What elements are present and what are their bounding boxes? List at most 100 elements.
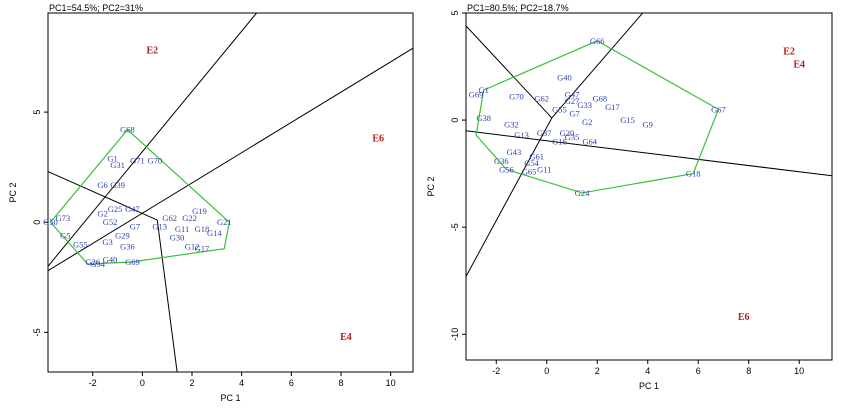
x-tick-label: 2	[595, 366, 600, 376]
genotype-label: G40	[557, 72, 572, 82]
x-tick-label: -2	[492, 366, 500, 376]
hull-polygon	[49, 128, 230, 265]
genotype-label: G9	[643, 119, 653, 129]
genotype-label: G15	[620, 115, 635, 125]
genotype-label: G16	[552, 137, 567, 147]
genotype-label: G36	[494, 156, 509, 166]
environment-label: E4	[793, 59, 805, 70]
environment-label: E6	[738, 312, 750, 323]
genotype-label: G18	[195, 224, 210, 234]
environment-label: E2	[146, 45, 158, 56]
genotype-label: G38	[476, 113, 491, 123]
genotype-label: G56	[499, 164, 514, 174]
genotype-label: G52	[103, 217, 118, 227]
biplot-right: PC1=80.5%; PC2=18.7% PC 1 PC 2 -2 0 2 4 6 8 10…	[426, 3, 833, 391]
y-tick-label: 5	[450, 10, 460, 15]
genotype-label: G47	[125, 204, 140, 214]
genotype-label: G68	[120, 125, 135, 135]
genotype-label: G70	[509, 92, 524, 102]
y-tick-label: 5	[32, 110, 42, 115]
x-tick-label: 6	[696, 366, 701, 376]
genotype-label: G11	[537, 164, 551, 174]
genotype-label: G17	[605, 102, 620, 112]
environment-label: E2	[783, 47, 795, 58]
genotype-label: G24	[575, 188, 590, 198]
genotype-label: G13	[514, 130, 529, 140]
genotype-label: G17	[195, 244, 210, 254]
x-tick-label: 10	[386, 378, 396, 388]
genotype-label: G54	[524, 158, 539, 168]
genotype-label: G66	[590, 36, 605, 46]
genotype-label: G2	[582, 117, 592, 127]
genotype-label: G32	[504, 119, 519, 129]
sector-ray	[47, 12, 257, 267]
y-axis-label: PC 2	[426, 176, 436, 196]
genotype-label: G61	[529, 152, 544, 162]
genotype-label: G64	[582, 137, 597, 147]
genotype-label: G30	[170, 233, 185, 243]
x-tick-label: 0	[140, 378, 145, 388]
axis-ticks: -2 0 2 4 6 8 10 -5 0 5	[32, 110, 396, 388]
y-axis-label: PC 2	[8, 182, 18, 202]
environment-label: E4	[340, 332, 352, 343]
sector-ray	[551, 12, 644, 119]
x-tick-label: -2	[89, 378, 97, 388]
genotype-label: G69	[469, 89, 484, 99]
biplot-left: PC1=54.5%; PC2=31% PC 1 PC 2 -2 0 2 4 6 8 10 -5…	[8, 3, 414, 403]
genotype-label: G2	[97, 208, 107, 218]
genotype-label: G19	[192, 206, 207, 216]
genotype-label: G62	[162, 213, 177, 223]
sector-ray	[47, 171, 158, 221]
genotype-label: G37	[537, 128, 552, 138]
sector-ray	[465, 130, 833, 177]
x-tick-label: 0	[544, 366, 549, 376]
genotype-label: G71	[130, 156, 145, 166]
genotype-label: G62	[534, 94, 549, 104]
genotype-label: G55	[73, 239, 88, 249]
genotype-label: G69	[125, 257, 140, 267]
genotype-label: G1	[107, 153, 117, 163]
genotype-label: G13	[152, 222, 167, 232]
sector-ray	[465, 117, 553, 277]
genotype-label: G35	[565, 132, 580, 142]
genotype-label: G54	[90, 259, 105, 269]
genotype-label: G70	[147, 156, 162, 166]
chart-title: PC1=54.5%; PC2=31%	[49, 3, 143, 13]
genotype-label: G5	[60, 230, 70, 240]
x-tick-label: 10	[794, 366, 804, 376]
genotype-label: G47	[565, 89, 580, 99]
y-tick-label: -10	[450, 328, 460, 341]
genotype-label: G50	[43, 217, 58, 227]
genotype-label: G6	[97, 180, 107, 190]
sector-ray	[465, 25, 553, 119]
genotype-label: G73	[56, 213, 71, 223]
genotype-label: G55	[552, 104, 567, 114]
genotype-label: G65	[522, 167, 537, 177]
genotype-label: G11	[175, 224, 189, 234]
y-tick-label: -5	[450, 223, 460, 231]
convex-hull	[475, 40, 720, 194]
environment-label: E6	[372, 134, 384, 145]
genotype-label: G14	[207, 228, 222, 238]
sector-ray	[156, 219, 178, 373]
genotype-label: G25	[108, 204, 123, 214]
genotype-label: G39	[110, 180, 125, 190]
x-axis-label: PC 1	[220, 393, 240, 403]
sector-ray	[47, 47, 414, 272]
genotype-label: G67	[711, 104, 726, 114]
genotype-label: G33	[577, 100, 592, 110]
genotype-label: G40	[103, 255, 118, 265]
x-tick-label: 8	[746, 366, 751, 376]
genotype-label: G1	[478, 85, 488, 95]
y-tick-label: -5	[32, 328, 42, 336]
genotype-label: G20	[560, 128, 575, 138]
y-tick-label: 0	[450, 118, 460, 123]
genotype-label: G21	[217, 217, 232, 227]
genotype-label: G7	[130, 222, 140, 232]
sector-lines	[465, 12, 833, 277]
chart-title: PC1=80.5%; PC2=18.7%	[467, 3, 569, 13]
y-tick-label: 0	[32, 220, 42, 225]
